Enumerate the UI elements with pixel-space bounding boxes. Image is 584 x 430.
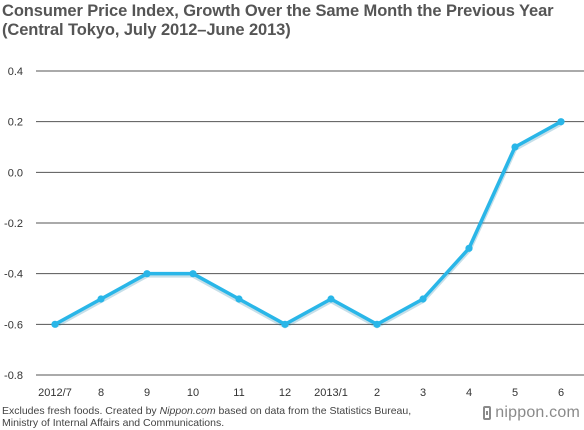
chart-title-line-1: Consumer Price Index, Growth Over the Sa… [2,2,554,20]
data-point [465,244,473,252]
line-chart: 0.4 0.2 0.0 -0.2 -0.4 -0.6 -0.8 2012/7 8 9 10 11 12… [4,66,584,399]
x-tick-label: 2 [374,387,380,399]
chart-title: Consumer Price Index, Growth Over the Sa… [2,2,582,40]
footnote-suffix: based on data from the Statistics Bureau… [2,405,412,429]
x-axis-ticks: 2012/7 8 9 10 11 12 2013/1 2 3 4 5 6 [38,387,564,399]
data-point [281,320,289,328]
data-point [189,270,197,278]
gridlines [36,70,584,376]
footnote: Excludes fresh foods. Created by Nippon.… [2,405,442,429]
y-tick-label: -0.8 [4,370,23,382]
data-point [97,295,105,303]
data-point [143,270,151,278]
data-point [373,320,381,328]
data-point [419,295,427,303]
data-point [327,295,335,303]
x-tick-label: 2012/7 [38,387,72,399]
y-tick-label: 0.4 [8,66,23,78]
nippon-logo: nippon.com [483,404,580,422]
x-tick-label: 3 [420,387,426,399]
nippon-logo-icon [483,406,492,420]
data-point [235,295,243,303]
x-tick-label: 8 [98,387,104,399]
data-point [557,118,565,126]
y-tick-label: -0.4 [4,269,23,281]
y-tick-label: -0.6 [4,319,23,331]
x-tick-label: 2013/1 [314,387,348,399]
x-tick-label: 10 [187,387,199,399]
nippon-logo-text: nippon.com [495,404,580,421]
data-points [51,118,565,328]
x-tick-label: 5 [512,387,518,399]
footnote-source: Nippon.com [159,405,216,417]
data-point [51,320,59,328]
series-line-shadow [53,120,563,329]
chart-title-line-2: (Central Tokyo, July 2012–June 2013) [2,21,291,39]
x-tick-label: 9 [144,387,150,399]
x-tick-label: 12 [279,387,291,399]
series-line [53,119,563,327]
y-tick-label: 0.2 [8,117,23,129]
y-tick-label: -0.2 [4,218,23,230]
x-tick-label: 6 [558,387,564,399]
x-tick-label: 11 [233,387,244,399]
data-point [511,143,519,151]
y-tick-label: 0.0 [8,167,23,179]
y-axis-ticks: 0.4 0.2 0.0 -0.2 -0.4 -0.6 -0.8 [4,66,23,382]
x-tick-label: 4 [466,387,472,399]
footnote-prefix: Excludes fresh foods. Created by [2,405,160,417]
series-line [53,119,563,329]
